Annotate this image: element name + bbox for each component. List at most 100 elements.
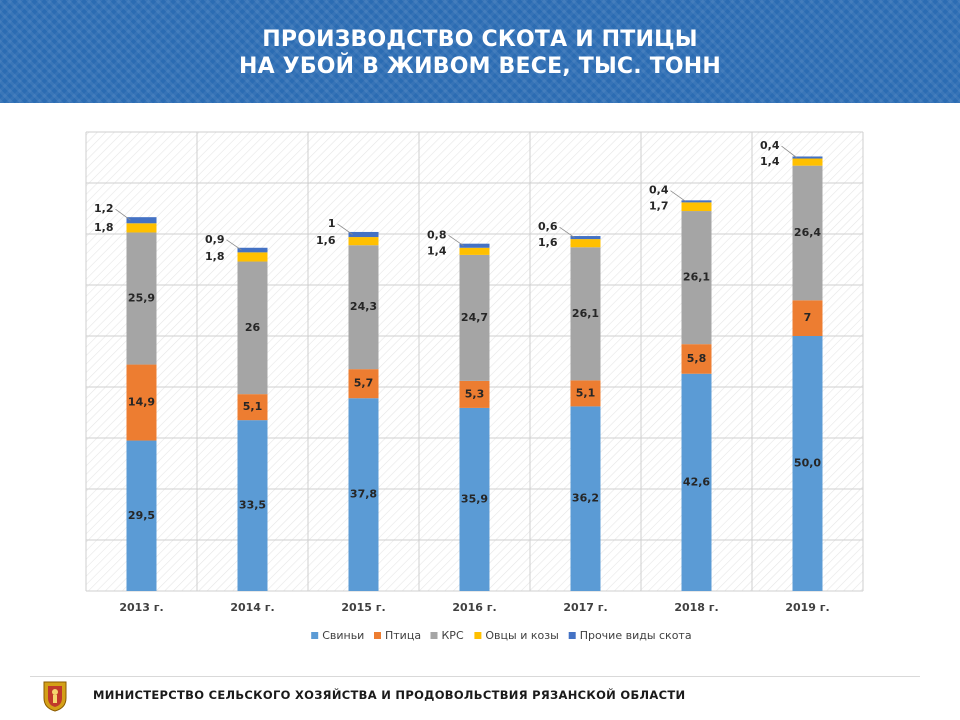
bar-segment-5 xyxy=(459,243,490,248)
data-label: 24,7 xyxy=(461,311,488,324)
bar-segment-5 xyxy=(126,217,157,224)
data-label: 5,1 xyxy=(243,400,263,413)
bar-segment-3 xyxy=(570,247,601,381)
footer-ministry-name: МИНИСТЕРСТВО СЕЛЬСКОГО ХОЗЯЙСТВА И ПРОДО… xyxy=(93,688,686,702)
footer-divider xyxy=(30,676,920,677)
legend-swatch xyxy=(311,632,319,639)
data-label: 1,8 xyxy=(205,250,225,263)
bar-segment-1 xyxy=(348,398,379,591)
data-label: 37,8 xyxy=(350,488,377,501)
bar-segment-1 xyxy=(792,336,823,591)
bar-segment-3 xyxy=(459,254,490,381)
bar-segment-5 xyxy=(348,231,379,238)
bar-segment-5 xyxy=(570,236,601,240)
leader-line xyxy=(781,145,797,158)
data-label: 26,1 xyxy=(572,307,599,320)
x-tick-label: 2018 г. xyxy=(674,601,718,614)
bar-segment-2 xyxy=(570,380,601,407)
data-label: 0,8 xyxy=(427,228,447,241)
bar-segment-5 xyxy=(681,200,712,203)
data-label: 33,5 xyxy=(239,499,266,512)
data-label: 50,0 xyxy=(794,457,821,470)
data-label: 1,2 xyxy=(94,202,114,215)
bar-segment-2 xyxy=(681,344,712,374)
bar-segment-4 xyxy=(126,223,157,233)
bar-segment-1 xyxy=(570,406,601,591)
x-axis-tick-labels: 2013 г. 2014 г. 2015 г. 2016 г. 2017 г. 2018 … xyxy=(119,601,829,614)
bar-segment-3 xyxy=(237,261,268,395)
bar-segment-2 xyxy=(237,394,268,421)
data-label: 14,9 xyxy=(128,396,155,409)
bar-segment-4 xyxy=(348,237,379,246)
data-labels: 29,5 14,9 25,9 1,8 1,2 33,5 5,1 26 1,8 0,9 37,8 5,7… xyxy=(94,139,821,522)
legend-entry: Овцы и козы xyxy=(485,629,558,642)
bar-segment-5 xyxy=(237,247,268,253)
data-label: 5,3 xyxy=(465,387,485,400)
data-label: 1,4 xyxy=(760,155,780,168)
legend-entry: Птица xyxy=(385,629,421,642)
bar-segment-2 xyxy=(792,300,823,336)
legend-entry: КРС xyxy=(442,629,464,642)
x-tick-label: 2014 г. xyxy=(230,601,274,614)
data-label: 0,4 xyxy=(649,184,669,197)
data-label: 0,9 xyxy=(205,233,225,246)
bar-segment-2 xyxy=(459,380,490,408)
legend: Свиньи Птица КРС Овцы и козы Прочие виды ско… xyxy=(311,629,692,642)
coat-of-arms-icon xyxy=(43,681,67,712)
chart-title-line-2: НА УБОЙ В ЖИВОМ ВЕСЕ, ТЫС. ТОНН xyxy=(238,54,722,79)
data-label: 5,8 xyxy=(687,352,707,365)
legend-swatch xyxy=(430,632,438,639)
data-label: 1,4 xyxy=(427,244,447,257)
data-label: 1,6 xyxy=(316,234,336,247)
data-label: 1,7 xyxy=(649,200,669,213)
bar-segment-2 xyxy=(126,364,157,441)
bar-segment-1 xyxy=(237,420,268,591)
data-label: 1,6 xyxy=(538,236,558,249)
legend-swatch xyxy=(568,632,576,639)
bar-segment-4 xyxy=(792,158,823,166)
bar-segment-3 xyxy=(348,245,379,370)
x-tick-label: 2015 г. xyxy=(341,601,385,614)
data-label: 0,6 xyxy=(538,220,558,233)
title-banner: ПРОИЗВОДСТВО СКОТА И ПТИЦЫ НА УБОЙ В ЖИВ… xyxy=(0,0,960,103)
bar-segment-2 xyxy=(348,369,379,399)
bar-segment-4 xyxy=(237,252,268,262)
bar-segment-5 xyxy=(792,156,823,159)
leader-line xyxy=(226,239,242,251)
data-label: 1,8 xyxy=(94,221,114,234)
leader-line xyxy=(670,190,686,202)
bar-segment-4 xyxy=(681,202,712,212)
legend-swatch xyxy=(374,632,381,639)
data-label: 24,3 xyxy=(350,300,377,313)
data-label: 25,9 xyxy=(128,292,155,305)
bar-segment-3 xyxy=(792,165,823,301)
legend-entry: Свиньи xyxy=(322,629,364,642)
bar-segment-3 xyxy=(126,232,157,365)
stacked-bar-chart: 29,5 14,9 25,9 1,8 1,2 33,5 5,1 26 1,8 0,9 37,8 5,7… xyxy=(85,131,864,642)
data-label: 7 xyxy=(804,311,812,324)
leader-line xyxy=(337,223,353,235)
leader-line xyxy=(115,208,131,221)
chart-title-line-1: ПРОИЗВОДСТВО СКОТА И ПТИЦЫ xyxy=(262,27,698,52)
data-label: 26,1 xyxy=(683,271,710,284)
data-label: 36,2 xyxy=(572,492,599,505)
bar-segment-1 xyxy=(459,407,490,591)
x-tick-label: 2017 г. xyxy=(563,601,607,614)
bar-segment-1 xyxy=(126,440,157,591)
leader-line xyxy=(559,226,575,238)
bar-segment-3 xyxy=(681,211,712,345)
x-tick-label: 2019 г. xyxy=(785,601,829,614)
bar-segment-4 xyxy=(459,247,490,255)
bar-segment-4 xyxy=(570,239,601,248)
legend-entry: Прочие виды скота xyxy=(580,629,692,642)
data-label: 26 xyxy=(245,321,261,334)
data-label: 29,5 xyxy=(128,509,155,522)
x-tick-label: 2013 г. xyxy=(119,601,163,614)
data-label: 0,4 xyxy=(760,139,780,152)
data-label: 5,1 xyxy=(576,386,596,399)
data-label: 26,4 xyxy=(794,226,821,239)
bar-segment-1 xyxy=(681,373,712,591)
data-label: 35,9 xyxy=(461,492,488,505)
bars xyxy=(126,156,823,591)
data-label: 5,7 xyxy=(354,377,374,390)
